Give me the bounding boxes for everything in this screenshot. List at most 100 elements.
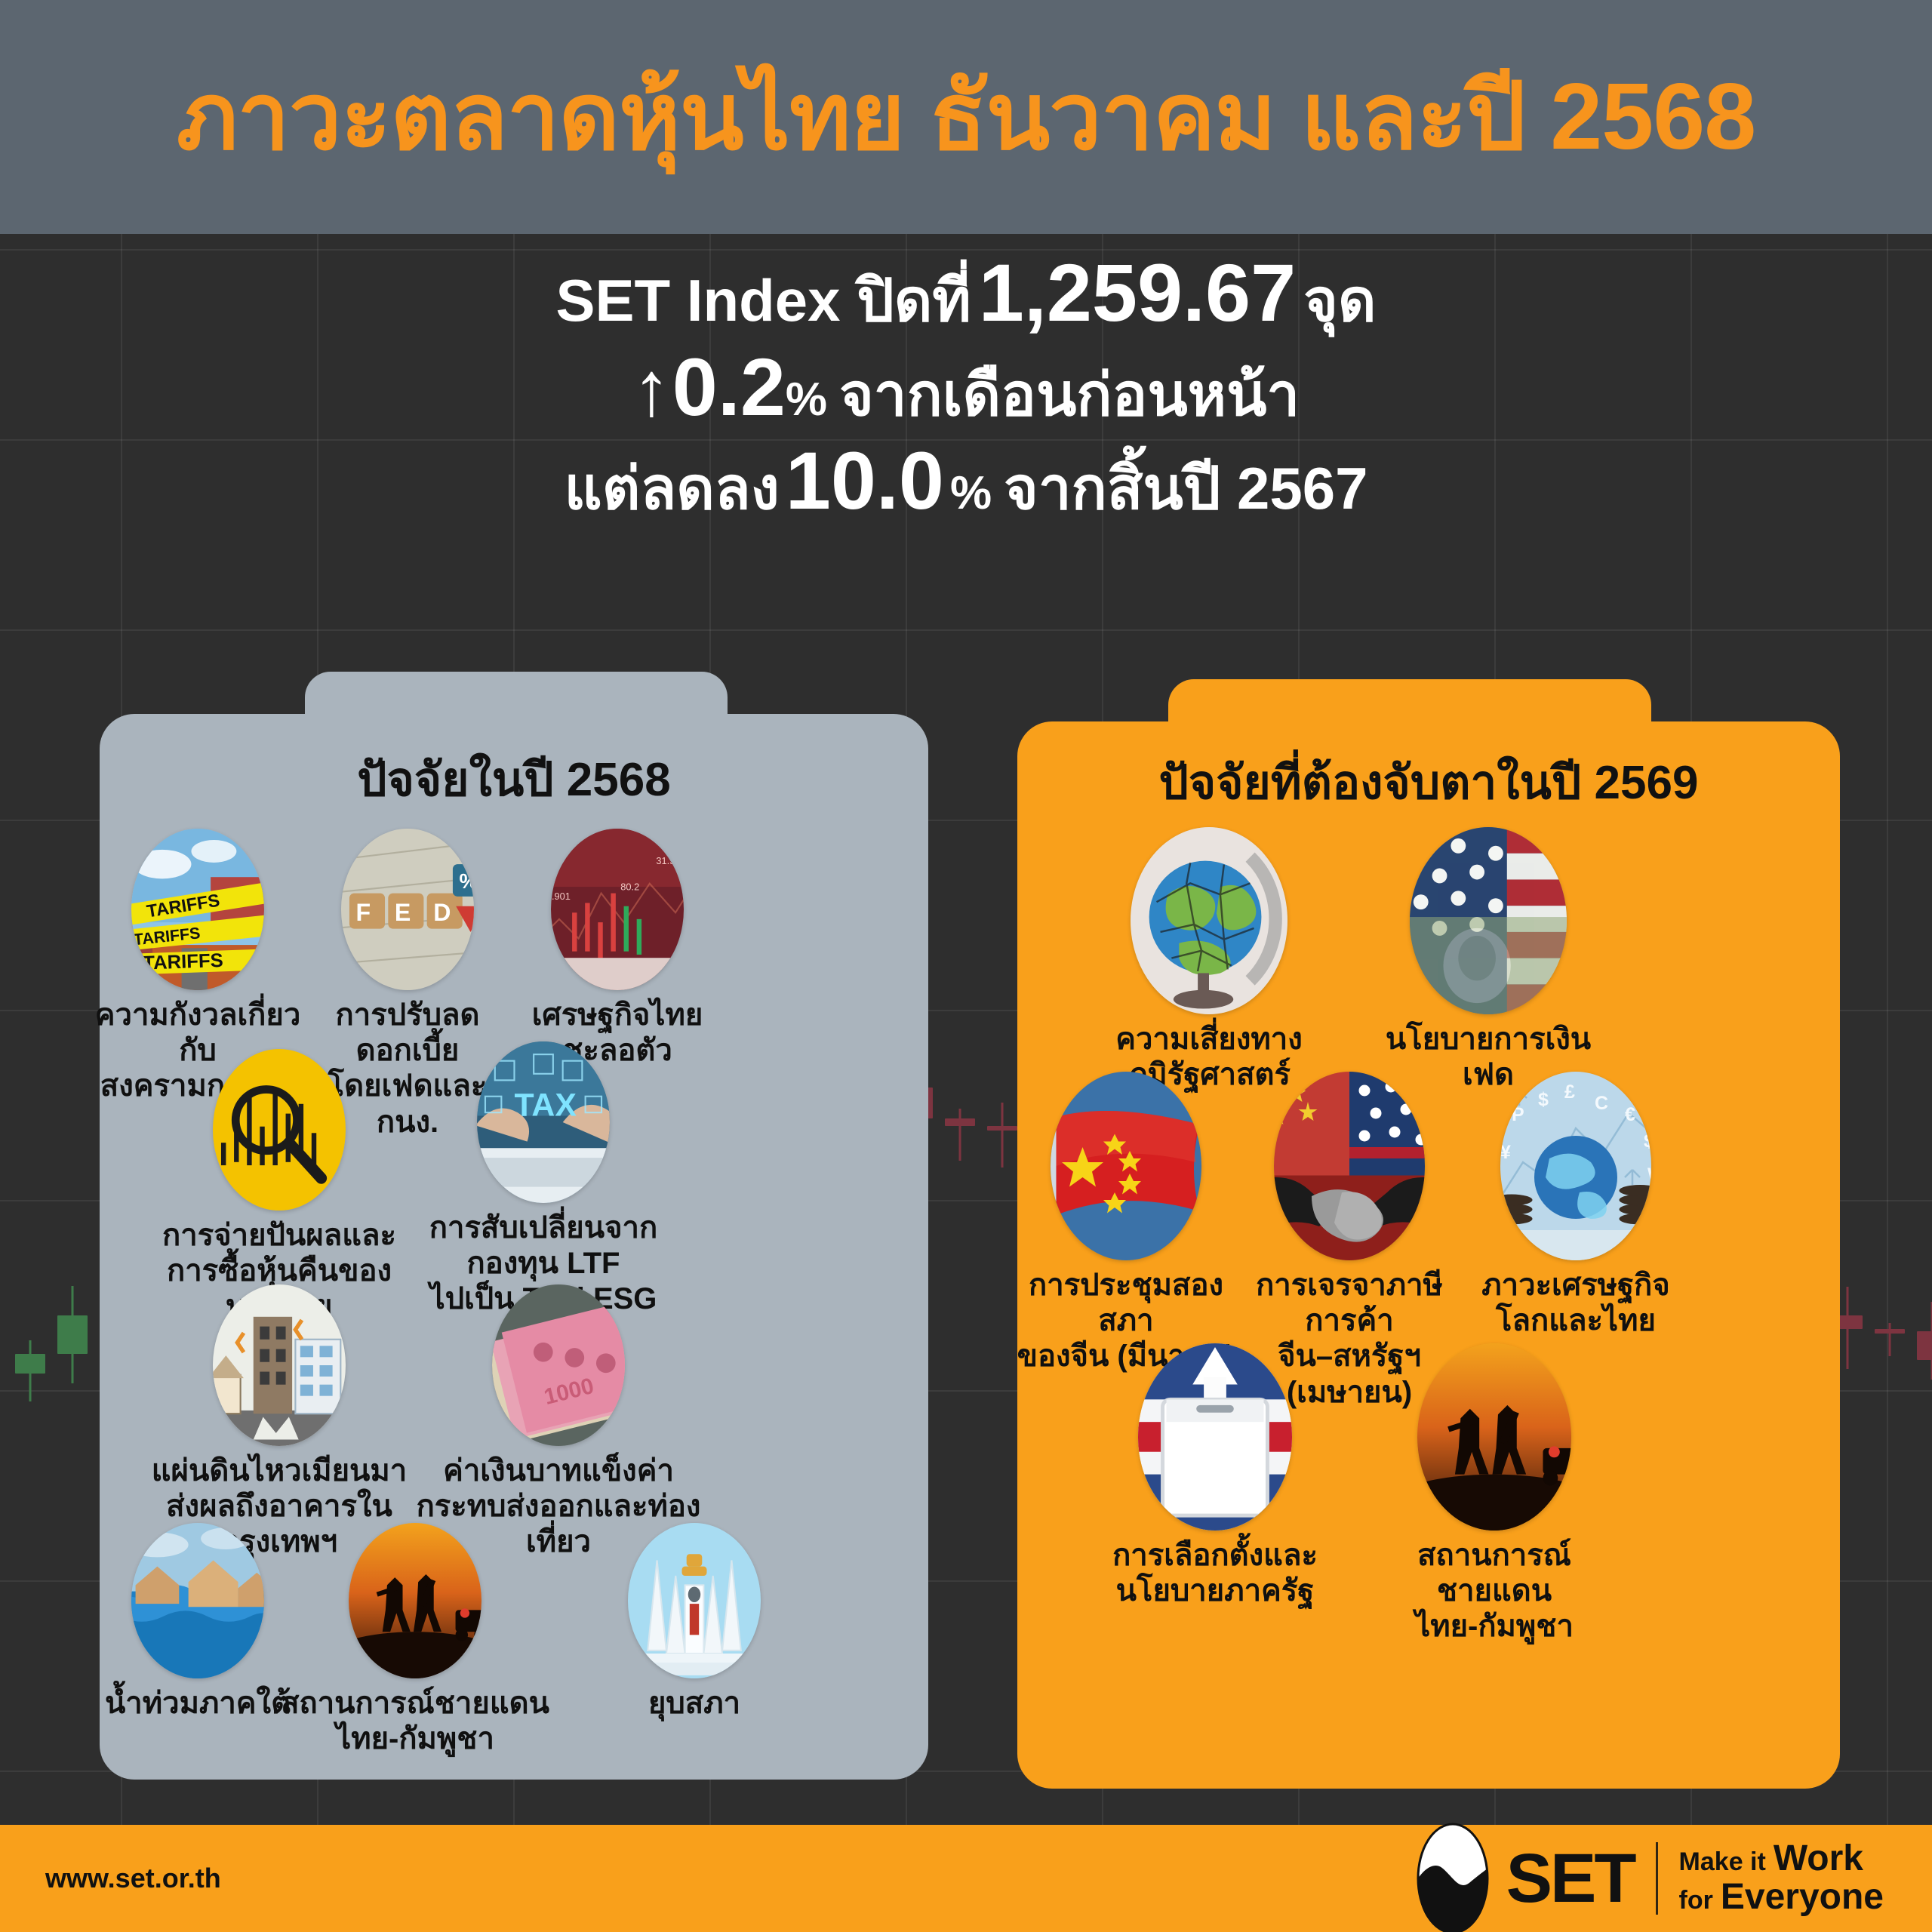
grid-line-horizontal [0, 629, 1932, 631]
set-index-value: 1,259.67 [978, 247, 1297, 338]
panel-factors-2569: ปัจจัยที่ต้องจับตาในปี 2569 ความเสี่ยงทา… [1017, 679, 1840, 1789]
factor-caption: แผ่นดินไหวเมียนมา ส่งผลถึงอาคารในกรุงเทพ… [151, 1454, 408, 1559]
set-tagline: Make it Work for Everyone [1678, 1838, 1884, 1917]
candlestick [1832, 1287, 1863, 1369]
svg-text:F: F [356, 899, 371, 926]
factor-caption: การเจรจาภาษีการค้า จีน–สหรัฐฯ (เมษายน) [1256, 1269, 1443, 1409]
svg-text:£: £ [1564, 1081, 1575, 1103]
factor-item: 1000 ค่าเงินบาทแข็งค่า กระทบส่งออกและท่อง… [415, 1284, 702, 1561]
svg-text:TAX: TAX [514, 1087, 577, 1123]
svg-text:20K: 20K [1410, 994, 1425, 1011]
fed-rate-cut-icon: FED% [341, 829, 474, 990]
grid-line-horizontal [0, 1770, 1932, 1772]
democracy-monument-icon [628, 1523, 761, 1678]
candlestick [57, 1285, 88, 1383]
dividend-buyback-icon [213, 1049, 346, 1211]
tagline-work: Work [1773, 1838, 1863, 1879]
grid-line-vertical [1887, 0, 1888, 1932]
factor-item: ยุบสภา [611, 1523, 777, 1721]
panel-left-items: TARIFFS TARIFFS TARIFFS ความกังวลเกี่ยวกับ … [95, 672, 928, 1780]
factor-item: การเจรจาภาษีการค้า จีน–สหรัฐฯ (เมษายน) [1236, 1072, 1463, 1411]
factor-caption: ค่าเงินบาทแข็งค่า กระทบส่งออกและท่องเที่… [416, 1454, 701, 1559]
factor-item: P $ £ C € $ ¥ W ภาวะเศรษฐกิจ โลกและไทย [1466, 1072, 1685, 1339]
factor-caption: ยุบสภา [648, 1687, 741, 1720]
candle-body [15, 1353, 45, 1374]
svg-text:P: P [1512, 1104, 1524, 1125]
grid-line-horizontal [0, 1010, 1932, 1011]
candle-wick [958, 1109, 961, 1161]
handshake-icon [1274, 1072, 1425, 1260]
svg-text:E: E [395, 899, 411, 926]
border-conflict-icon [1417, 1343, 1571, 1531]
grid-line-horizontal [0, 249, 1932, 251]
footer-bar: www.set.or.th SET Make it Work for Every… [0, 1822, 1932, 1932]
border-conflict-icon [349, 1523, 481, 1678]
factor-item: สถานการณ์ชายแดน ไทย-กัมพูชา [1377, 1343, 1611, 1645]
candle-wick [1001, 1102, 1004, 1168]
set-logo: SET Make it Work for Everyone [1416, 1822, 1884, 1932]
panel-factors-2568: ปัจจัยในปี 2568 TARIFFS TARIFFS TARIFFS ควา… [95, 672, 928, 1780]
candle-body [1832, 1315, 1863, 1329]
svg-text:€: € [1625, 1104, 1635, 1125]
svg-text:7.901: 7.901 [551, 891, 571, 902]
month-change-label: จากเดือนก่อนหน้า [839, 361, 1300, 428]
svg-text:$: $ [1538, 1089, 1549, 1110]
candle-body [1875, 1328, 1905, 1334]
ytd-change-percent-sign: % [949, 467, 992, 520]
header-bar: ภาวะตลาดหุ้นไทย ธันวาคม และปี 2568 [0, 0, 1932, 234]
factor-item: การจ่ายปันผลและ การซื้อหุ้นคืนของ บจ. ไท… [155, 1049, 404, 1325]
china-flag-icon [1051, 1072, 1201, 1260]
tagline-everyone: Everyone [1720, 1877, 1884, 1917]
svg-text:31.5: 31.5 [656, 855, 675, 866]
tagline-for: for [1678, 1886, 1713, 1915]
flood-icon [131, 1523, 264, 1678]
candle-body [987, 1126, 1017, 1131]
grid-line-horizontal [0, 820, 1932, 821]
global-economy-icon: P $ £ C € $ ¥ W [1500, 1072, 1651, 1260]
ytd-change-line: แต่ลดลง 10.0 % จากสิ้นปี 2567 [565, 437, 1368, 525]
candle-body [1917, 1331, 1932, 1361]
candlestick [945, 1109, 975, 1161]
set-index-line: SET Index ปิดที่ 1,259.67 จุด [555, 247, 1377, 338]
factor-caption: เศรษฐกิจไทย ชะลอตัว [531, 998, 703, 1068]
svg-text:%: % [459, 869, 474, 893]
month-change-percent-sign: % [785, 373, 828, 426]
set-mark-icon [1416, 1822, 1490, 1932]
factor-item: 7.901 80.2 31.5 เศรษฐกิจไทย ชะลอตัว [512, 829, 723, 1069]
ytd-change-value: 10.0 [785, 435, 944, 527]
tariffs-icon: TARIFFS TARIFFS TARIFFS [131, 829, 264, 990]
grid-line-horizontal [0, 1390, 1932, 1392]
factor-caption: สถานการณ์ชายแดน ไทย-กัมพูชา [1415, 1539, 1574, 1644]
hero-stats: SET Index ปิดที่ 1,259.67 จุด ↑ 0.2 % จา… [0, 247, 1932, 641]
factor-caption: การปรับลดดอกเบี้ย โดยเฟดและ กนง. [328, 998, 488, 1139]
factor-item: 20K นโยบายการเงินเฟด [1364, 827, 1613, 1093]
us-dollar-flag-icon: 20K [1410, 827, 1567, 1014]
ytd-change-prefix: แต่ลดลง [564, 455, 780, 522]
factor-caption: สถานการณ์ชายแดนไทย-กัมพูชา [281, 1687, 549, 1756]
ballot-box-icon [1138, 1343, 1292, 1531]
svg-text:¥: ¥ [1500, 1142, 1511, 1163]
set-index-unit: จุด [1303, 267, 1377, 334]
tax-fund-switch-icon: TAX [477, 1041, 610, 1203]
factor-caption: การเลือกตั้งและ นโยบายภาครัฐ [1112, 1539, 1318, 1608]
month-change-value: 0.2 [672, 340, 786, 432]
logo-divider [1655, 1842, 1658, 1915]
candlestick [15, 1340, 45, 1401]
factor-item: การประชุมสองสภา ของจีน (มีนาคม) [1017, 1072, 1235, 1375]
thai-economy-icon: 7.901 80.2 31.5 [551, 829, 684, 990]
candlestick [1875, 1323, 1905, 1357]
panel-right-items: ความเสี่ยงทางภูมิรัฐศาสตร์ 20K นโยบายการเง… [1017, 679, 1840, 1789]
ytd-change-label: จากสิ้นปี 2567 [1004, 455, 1368, 522]
factor-item: การเลือกตั้งและ นโยบายภาครัฐ [1102, 1343, 1328, 1609]
grid-line-horizontal [0, 1200, 1932, 1201]
factor-item: สถานการณ์ชายแดนไทย-กัมพูชา [257, 1523, 574, 1757]
factor-item: แผ่นดินไหวเมียนมา ส่งผลถึงอาคารในกรุงเทพ… [147, 1284, 411, 1561]
candlestick [1917, 1302, 1932, 1380]
svg-text:W: W [1647, 1164, 1651, 1186]
website-url[interactable]: www.set.or.th [45, 1863, 221, 1894]
tagline-make-it: Make it [1678, 1847, 1766, 1877]
svg-text:TARIFFS: TARIFFS [143, 950, 223, 974]
set-wordmark: SET [1506, 1840, 1637, 1917]
